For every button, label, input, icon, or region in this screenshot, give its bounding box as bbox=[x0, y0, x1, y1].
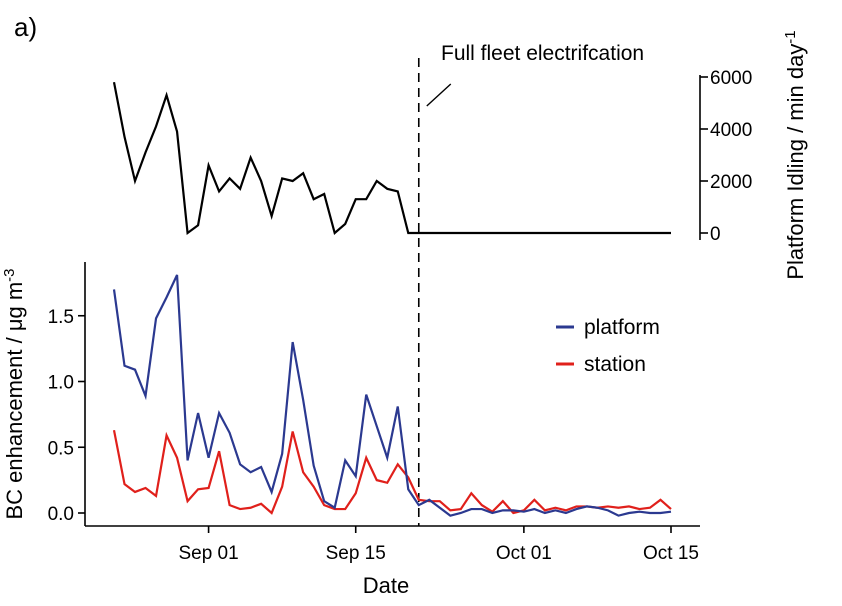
idling-y-axis-title-sup: -1 bbox=[782, 30, 799, 43]
annotation-pointer-line bbox=[426, 83, 452, 107]
idling-series-line bbox=[112, 81, 671, 236]
x-tick-label: Oct 15 bbox=[643, 543, 699, 564]
bc-y-tick-label: 0.5 bbox=[48, 438, 74, 459]
idling-y-axis-title-text: Platform Idling / min day bbox=[783, 44, 808, 280]
bc-y-axis-title: BC enhancement / μg m-3 bbox=[1, 268, 27, 519]
x-axis-title: Date bbox=[363, 573, 409, 598]
idling-y-tick-label: 2000 bbox=[710, 172, 752, 193]
legend-label-station: station bbox=[584, 353, 646, 376]
idling-y-tick-label: 4000 bbox=[710, 120, 752, 141]
bc-y-axis-title-text: BC enhancement / μg m bbox=[2, 282, 27, 520]
x-tick-label: Oct 01 bbox=[496, 543, 552, 564]
idling-y-tick-label: 0 bbox=[710, 224, 721, 245]
legend-label-platform: platform bbox=[584, 316, 660, 339]
bc-y-ticks: 0.0 0.5 1.0 1.5 bbox=[48, 307, 85, 525]
bc-panel: 0.0 0.5 1.0 1.5 Sep 01 Sep 15 Oct 01 Oct 15 BC… bbox=[1, 262, 700, 598]
bc-series-points bbox=[114, 275, 671, 516]
panel-label: a) bbox=[14, 12, 37, 42]
bc-y-tick-label: 1.0 bbox=[48, 373, 74, 394]
bc-x-ticks: Sep 01 Sep 15 Oct 01 Oct 15 bbox=[178, 526, 699, 564]
idling-panel: 0 2000 4000 6000 Platform Idling / min day-… bbox=[112, 30, 808, 280]
idling-y-tick-label: 6000 bbox=[710, 68, 752, 89]
bc-y-axis-title-sup: -3 bbox=[1, 268, 18, 281]
bc-y-tick-label: 1.5 bbox=[48, 307, 74, 328]
x-tick-label: Sep 15 bbox=[326, 543, 386, 564]
x-tick-label: Sep 01 bbox=[178, 543, 238, 564]
idling-series-points bbox=[114, 82, 671, 233]
station-series-line bbox=[112, 429, 672, 515]
platform-series-line bbox=[112, 274, 672, 517]
electrification-annotation: Full fleet electrifcation bbox=[441, 42, 644, 65]
bc-y-tick-label: 0.0 bbox=[48, 504, 74, 525]
idling-y-ticks: 0 2000 4000 6000 bbox=[700, 68, 752, 245]
idling-y-axis-title: Platform Idling / min day-1 bbox=[782, 30, 808, 279]
legend: platform station bbox=[556, 316, 660, 376]
